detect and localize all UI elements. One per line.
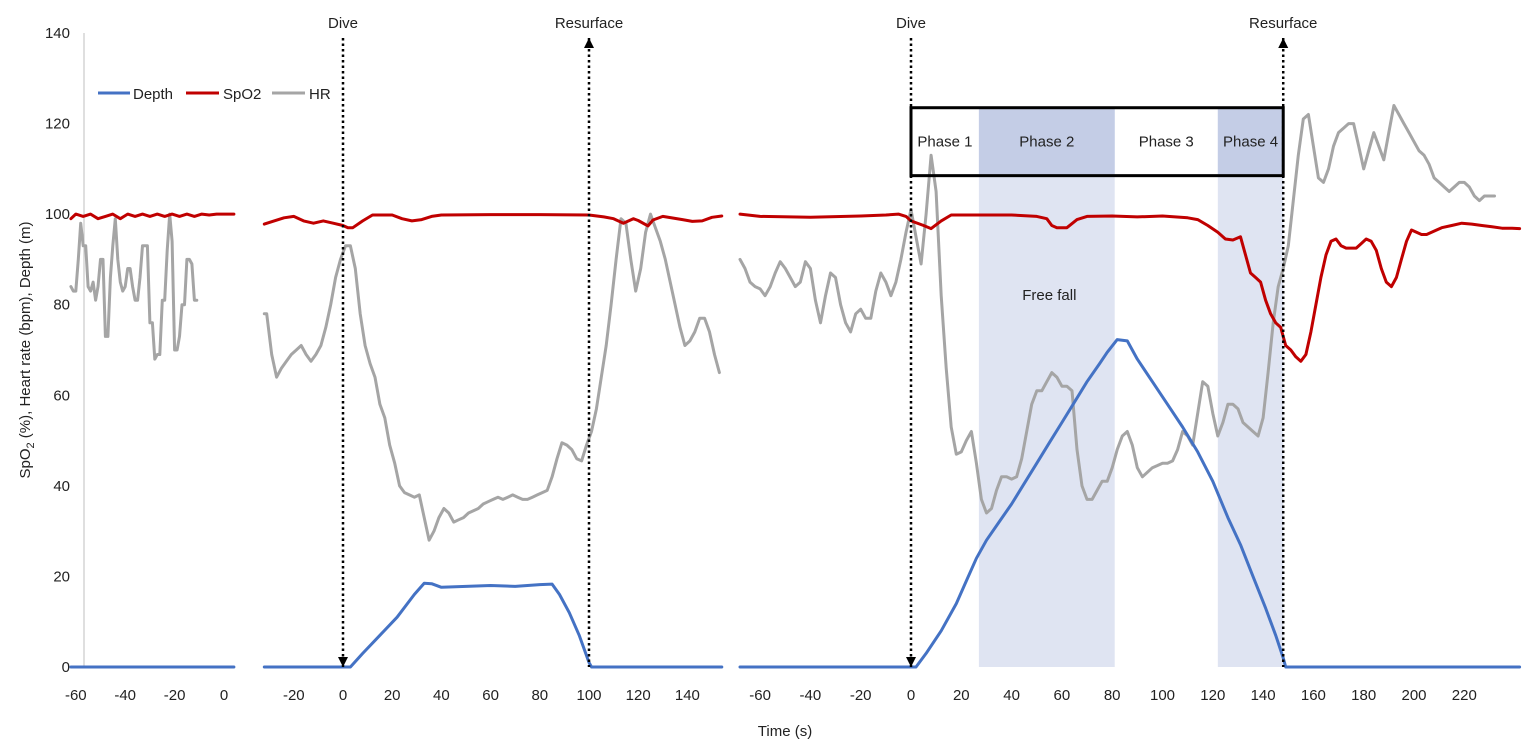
x-tick-p3-40: 40 bbox=[1003, 687, 1020, 704]
y-tick-100: 100 bbox=[45, 206, 70, 223]
free-fall-label: Free fall bbox=[1022, 287, 1076, 304]
x-tick-p2-140: 140 bbox=[675, 687, 700, 704]
dive-marker-1-label: Dive bbox=[328, 15, 358, 32]
x-tick-p3-140: 140 bbox=[1251, 687, 1276, 704]
phase-shade-2 bbox=[978, 107, 1115, 667]
legend-spo2-label: SpO2 bbox=[223, 86, 261, 103]
phase-box: Phase 1 Phase 2 Phase 3 Phase 4 bbox=[909, 106, 1285, 178]
y-tick-120: 120 bbox=[45, 116, 70, 133]
x-tick-labels: -60 -40 -20 0 -20 0 20 40 60 80 100 120 140 -60 -40 -20… bbox=[65, 687, 1477, 704]
phase-box-band-2 bbox=[978, 109, 1115, 175]
depth-line-panel-3 bbox=[738, 338, 1522, 669]
dive-marker-2-label: Dive bbox=[896, 15, 926, 32]
x-tick-p3-20: 20 bbox=[953, 687, 970, 704]
resurface-marker-2-arrow bbox=[1278, 38, 1289, 48]
x-tick-p3--60: -60 bbox=[749, 687, 771, 704]
dive-markers: Dive Resurface Dive Resurface bbox=[328, 15, 1317, 667]
dive-marker-1-arrow bbox=[338, 657, 348, 667]
resurface-marker-2-label: Resurface bbox=[1249, 15, 1317, 32]
x-tick-p3-220: 220 bbox=[1452, 687, 1477, 704]
legend-depth-label: Depth bbox=[133, 86, 173, 103]
x-tick-p2-100: 100 bbox=[576, 687, 601, 704]
y-tick-20: 20 bbox=[53, 568, 70, 585]
phase-label-1: Phase 1 bbox=[917, 134, 972, 151]
x-tick-p3-60: 60 bbox=[1054, 687, 1071, 704]
x-tick-p2-0: 0 bbox=[339, 687, 347, 704]
x-tick-p2-60: 60 bbox=[482, 687, 499, 704]
depth-line-panel-2 bbox=[262, 581, 724, 669]
x-tick-p3-160: 160 bbox=[1301, 687, 1326, 704]
x-tick-p3-100: 100 bbox=[1150, 687, 1175, 704]
x-tick-p1--40: -40 bbox=[114, 687, 136, 704]
x-tick-p3--40: -40 bbox=[800, 687, 822, 704]
hr-line-panel-1 bbox=[69, 212, 199, 361]
resurface-marker-2: Resurface bbox=[1249, 15, 1317, 667]
phase-label-2: Phase 2 bbox=[1019, 134, 1074, 151]
x-tick-p2-80: 80 bbox=[531, 687, 548, 704]
x-tick-p1-0: 0 bbox=[220, 687, 228, 704]
y-tick-80: 80 bbox=[53, 297, 70, 314]
y-axis-label: SpO2 (%), Heart rate (bpm), Depth (m) bbox=[17, 221, 37, 478]
y-tick-140: 140 bbox=[45, 25, 70, 42]
phase-label-3: Phase 3 bbox=[1139, 134, 1194, 151]
phase-box-band-4 bbox=[1217, 109, 1284, 175]
legend: Depth SpO2 HR bbox=[98, 86, 331, 103]
y-tick-40: 40 bbox=[53, 478, 70, 495]
phase-shade-4 bbox=[1217, 107, 1284, 667]
hr-line-panel-3 bbox=[738, 104, 1496, 515]
resurface-marker-1-arrow bbox=[584, 38, 594, 48]
series-lines bbox=[69, 104, 1522, 669]
resurface-marker-1: Resurface bbox=[555, 15, 623, 667]
phase-box-border bbox=[909, 106, 1285, 178]
dive-marker-2-arrow bbox=[906, 657, 916, 667]
dive-marker-1: Dive bbox=[328, 15, 358, 667]
x-tick-p2--20: -20 bbox=[283, 687, 305, 704]
x-tick-p3-200: 200 bbox=[1401, 687, 1426, 704]
x-tick-p2-40: 40 bbox=[433, 687, 450, 704]
x-tick-p3-80: 80 bbox=[1104, 687, 1121, 704]
hr-line-panel-2 bbox=[262, 212, 721, 542]
x-tick-p3--20: -20 bbox=[850, 687, 872, 704]
x-tick-p3-0: 0 bbox=[907, 687, 915, 704]
spo2-line-panel-2 bbox=[262, 213, 724, 230]
x-tick-p1--60: -60 bbox=[65, 687, 87, 704]
phase-label-4: Phase 4 bbox=[1223, 134, 1278, 151]
y-tick-0: 0 bbox=[62, 659, 70, 676]
spo2-line-panel-1 bbox=[69, 212, 236, 221]
phase-shading bbox=[978, 107, 1284, 667]
y-tick-60: 60 bbox=[53, 387, 70, 404]
x-tick-p1--20: -20 bbox=[164, 687, 186, 704]
x-tick-p3-120: 120 bbox=[1200, 687, 1225, 704]
x-tick-p3-180: 180 bbox=[1351, 687, 1376, 704]
legend-hr-label: HR bbox=[309, 86, 331, 103]
x-tick-p2-20: 20 bbox=[384, 687, 401, 704]
x-axis-label: Time (s) bbox=[758, 723, 812, 740]
y-tick-labels: 0 20 40 60 80 100 120 140 bbox=[45, 25, 70, 676]
resurface-marker-1-label: Resurface bbox=[555, 15, 623, 32]
dive-marker-2: Dive bbox=[896, 15, 926, 667]
x-tick-p2-120: 120 bbox=[626, 687, 651, 704]
spo2-line-panel-3 bbox=[738, 212, 1522, 363]
